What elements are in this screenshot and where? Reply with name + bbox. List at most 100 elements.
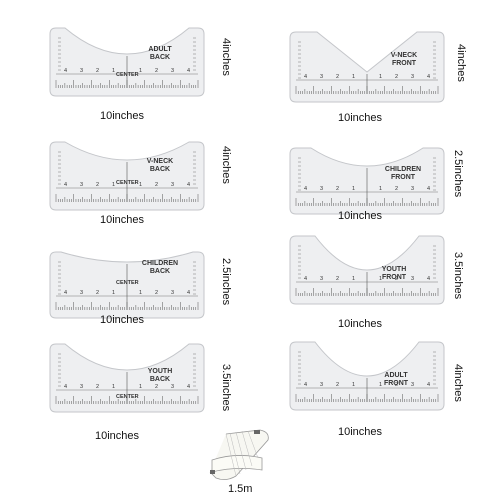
scale-number: 4 [187, 290, 190, 296]
scale-number: 3 [320, 276, 323, 282]
width-label: 10inches [338, 210, 383, 222]
ruler-text: CHILDREN FRONT [384, 166, 422, 181]
scale-number: 1 [139, 290, 142, 296]
width-label: 10inches [338, 318, 383, 330]
scale-number: 4 [427, 382, 430, 388]
scale-number: 2 [96, 182, 99, 188]
scale-number: 3 [320, 186, 323, 192]
height-label: 4inches [452, 364, 464, 402]
ruler-adult-front: 4 3 2 1 1 2 3 4 ADULT FRONT [282, 336, 452, 411]
scale-number: 3 [320, 74, 323, 80]
scale-number: 2 [395, 276, 398, 282]
scale-number: 3 [411, 74, 414, 80]
scale-number: 1 [139, 384, 142, 390]
ruler-youth-back: 4 3 2 1 1 2 3 4 YOUTH BACK CENTER [42, 338, 212, 413]
ruler-text: YOUTH BACK [147, 368, 173, 383]
scale-number: 2 [155, 290, 158, 296]
scale-number: 2 [96, 68, 99, 74]
ruler-adult-back: 4 3 2 1 1 2 3 4 ADULT BACK CENTER [42, 22, 212, 97]
ruler-body [289, 341, 445, 411]
tape-measure-coil [209, 429, 269, 480]
scale-number: 1 [112, 68, 115, 74]
scale-number: 2 [155, 68, 158, 74]
scale-number: 3 [80, 182, 83, 188]
scale-number: 3 [320, 382, 323, 388]
scale-number: 1 [112, 290, 115, 296]
scale-number: 1 [139, 182, 142, 188]
width-label: 10inches [100, 110, 145, 122]
ruler-body [289, 235, 445, 305]
scale-number: 3 [171, 182, 174, 188]
ruler-adult-front-shape: 4 3 2 1 1 2 3 4 [289, 341, 445, 411]
scale-number: 1 [112, 384, 115, 390]
ruler-children-back: 4 3 2 1 1 2 3 4 CHILDREN BACK CENTER [42, 244, 212, 319]
center-label: CENTER [116, 72, 139, 78]
scale-number: 2 [395, 382, 398, 388]
scale-number: 2 [336, 74, 339, 80]
width-label: 10inches [100, 214, 145, 226]
ruler-adult-back-shape: 4 3 2 1 1 2 3 4 [49, 27, 205, 97]
height-label: 4inches [455, 44, 467, 82]
ruler-youth-front-shape: 4 3 2 1 1 2 3 4 [289, 235, 445, 305]
tape-measure [209, 429, 269, 480]
scale-number: 1 [352, 382, 355, 388]
tape-measure-label: 1.5m [228, 483, 253, 495]
scale-number: 1 [352, 186, 355, 192]
scale-number: 3 [171, 384, 174, 390]
height-label: 2.5inches [220, 258, 232, 306]
ruler-vneck-back: 4 3 2 1 1 2 3 4 V-NECK BACK CENTER [42, 136, 212, 211]
scale-number: 3 [411, 276, 414, 282]
center-label: CENTER [116, 394, 139, 400]
scale-number: 4 [304, 74, 307, 80]
width-label: 10inches [338, 426, 383, 438]
scale-number: 2 [96, 290, 99, 296]
width-label: 10inches [100, 314, 145, 326]
scale-number: 2 [96, 384, 99, 390]
center-label: CENTER [116, 180, 139, 186]
scale-number: 4 [427, 186, 430, 192]
height-label: 3.5inches [452, 252, 464, 300]
scale-number: 4 [304, 186, 307, 192]
scale-number: 3 [80, 384, 83, 390]
ruler-youth-back-shape: 4 3 2 1 1 2 3 4 [49, 343, 205, 413]
ruler-text: CHILDREN BACK [141, 260, 179, 275]
ruler-vneck-front: 4 3 2 1 1 2 3 4 V-NECK FRONT [282, 28, 452, 103]
ruler-children-back-shape: 4 3 2 1 1 2 3 4 [49, 251, 205, 319]
ruler-text: V-NECK BACK [146, 158, 174, 173]
ruler-text: YOUTH FRONT [381, 266, 407, 281]
scale-number: 3 [411, 186, 414, 192]
height-label: 4inches [220, 38, 232, 76]
scale-number: 1 [352, 74, 355, 80]
scale-number: 4 [304, 276, 307, 282]
ruler-text: ADULT FRONT [383, 372, 409, 387]
scale-number: 1 [379, 276, 382, 282]
scale-number: 2 [155, 384, 158, 390]
scale-number: 1 [112, 182, 115, 188]
ruler-text: V-NECK FRONT [390, 52, 418, 67]
height-label: 3.5inches [220, 364, 232, 412]
scale-number: 2 [155, 182, 158, 188]
scale-number: 2 [336, 276, 339, 282]
scale-number: 4 [64, 182, 67, 188]
scale-number: 1 [379, 74, 382, 80]
ruler-vneck-front-shape: 4 3 2 1 1 2 3 4 [289, 31, 445, 103]
scale-number: 1 [379, 186, 382, 192]
scale-number: 4 [187, 68, 190, 74]
scale-number: 4 [304, 382, 307, 388]
scale-number: 4 [427, 74, 430, 80]
scale-number: 3 [80, 68, 83, 74]
ruler-children-front-shape: 4 3 2 1 1 2 3 4 [289, 147, 445, 215]
height-label: 2.5inches [452, 150, 464, 198]
scale-number: 4 [64, 68, 67, 74]
height-label: 4inches [220, 146, 232, 184]
width-label: 10inches [338, 112, 383, 124]
scale-number: 2 [336, 186, 339, 192]
ruler-youth-front: 4 3 2 1 1 2 3 4 YOUTH FRONT [282, 230, 452, 305]
scale-number: 4 [187, 384, 190, 390]
scale-number: 4 [64, 384, 67, 390]
center-label: CENTER [116, 280, 139, 286]
scale-number: 3 [411, 382, 414, 388]
scale-number: 4 [64, 290, 67, 296]
ruler-children-front: 4 3 2 1 1 2 3 4 CHILDREN FRONT [282, 140, 452, 215]
scale-number: 2 [395, 186, 398, 192]
